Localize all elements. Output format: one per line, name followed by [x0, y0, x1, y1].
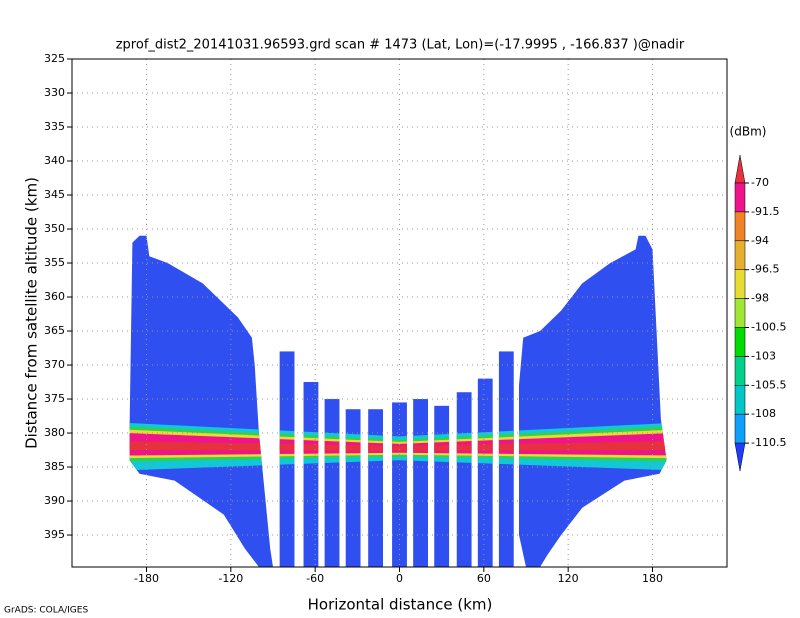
colorbar-label: -94	[751, 234, 769, 247]
y-tick-label: 325	[44, 52, 65, 65]
y-tick-label: 365	[44, 324, 65, 337]
chart-title: zprof_dist2_20141031.96593.grd scan # 14…	[116, 38, 685, 53]
colorbar-label: -70	[751, 176, 769, 189]
colorbar-box	[734, 240, 746, 270]
plot-frame	[71, 58, 728, 568]
colorbar-box	[734, 385, 746, 415]
y-tick-label: 395	[44, 528, 65, 541]
colorbar-triangle	[734, 442, 746, 472]
colorbar-box	[734, 269, 746, 299]
swath-column	[413, 399, 428, 567]
y-tick-label: 355	[44, 256, 65, 269]
colorbar-label: -96.5	[751, 263, 779, 276]
x-tick-label: 60	[477, 572, 491, 585]
y-axis-label: Distance from satellite altitude (km)	[23, 177, 41, 449]
colorbar-box	[734, 182, 746, 213]
y-tick-label: 360	[44, 290, 65, 303]
swath-block	[129, 235, 273, 568]
x-tick-label: -180	[134, 572, 159, 585]
swath-column	[456, 392, 472, 567]
y-tick-label: 350	[44, 222, 65, 235]
y-tick-label: 335	[44, 120, 65, 133]
colorbar-label: -110.5	[751, 436, 786, 449]
x-tick-label: 180	[642, 572, 663, 585]
swath-column	[368, 409, 384, 567]
y-tick-label: 345	[44, 188, 65, 201]
colorbar-label: -103	[751, 349, 776, 362]
y-tick-label: 375	[44, 392, 65, 405]
colorbar-box	[734, 327, 746, 357]
colorbar-label: -100.5	[751, 321, 786, 334]
colorbar-box	[734, 211, 746, 242]
swath-column	[434, 405, 450, 567]
swath-column	[477, 378, 493, 567]
x-tick-label: -60	[306, 572, 324, 585]
x-axis-label: Horizontal distance (km)	[308, 596, 493, 614]
x-tick-label: -120	[218, 572, 243, 585]
x-tick-label: 0	[396, 572, 403, 585]
footer: GrADS: COLA/IGES	[4, 606, 88, 616]
colorbar-label: -98	[751, 292, 769, 305]
swath-column	[324, 399, 340, 567]
colorbar-label: -108	[751, 407, 776, 420]
colorbar-box	[734, 413, 746, 444]
y-tick-label: 380	[44, 426, 65, 439]
colorbar-label: -91.5	[751, 205, 779, 218]
y-tick-label: 385	[44, 460, 65, 473]
swath-column	[303, 382, 319, 567]
y-tick-label: 390	[44, 494, 65, 507]
colorbar-label: -105.5	[751, 378, 786, 391]
x-tick-label: 120	[558, 572, 579, 585]
swath-block	[519, 235, 667, 568]
colorbar-unit: (dBm)	[730, 125, 767, 139]
y-tick-label: 340	[44, 154, 65, 167]
colorbar-box	[734, 298, 746, 328]
y-tick-label: 330	[44, 86, 65, 99]
colorbar-box	[734, 356, 746, 386]
y-tick-label: 370	[44, 358, 65, 371]
